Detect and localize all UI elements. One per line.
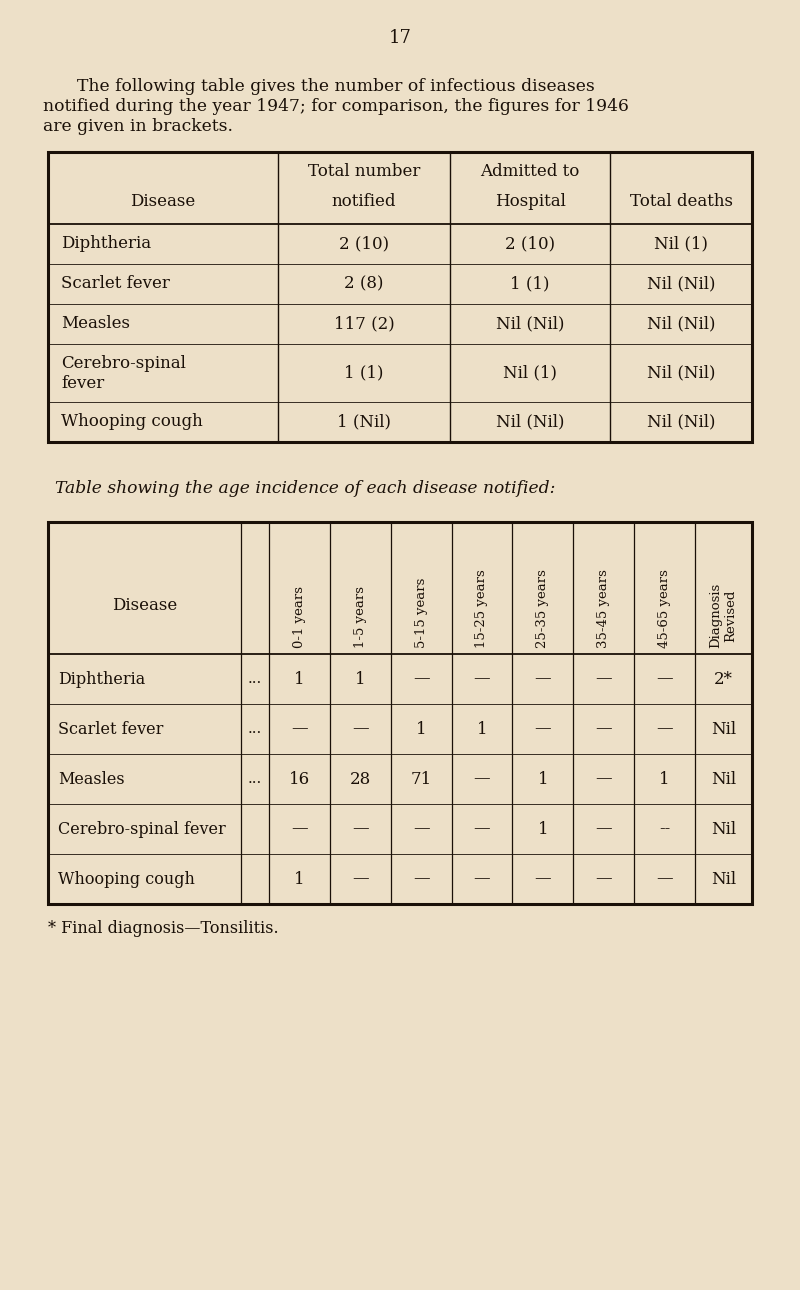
Text: —: — <box>474 671 490 688</box>
Text: 1: 1 <box>538 770 548 787</box>
Text: Nil (Nil): Nil (Nil) <box>646 276 715 293</box>
Text: —: — <box>534 871 551 888</box>
Text: 1 (1): 1 (1) <box>344 365 384 382</box>
Bar <box>48 152 752 442</box>
Text: —: — <box>595 770 612 787</box>
Text: —: — <box>595 671 612 688</box>
Text: notified during the year 1947; for comparison, the figures for 1946: notified during the year 1947; for compa… <box>43 98 629 115</box>
Text: 1: 1 <box>294 671 305 688</box>
Text: —: — <box>291 820 308 837</box>
Text: Nil (Nil): Nil (Nil) <box>496 414 564 431</box>
Text: Measles: Measles <box>58 770 125 787</box>
Text: 15-25 years: 15-25 years <box>475 569 489 648</box>
Text: Measles: Measles <box>61 316 130 333</box>
Text: —: — <box>474 820 490 837</box>
Text: 2 (8): 2 (8) <box>344 276 384 293</box>
Text: Nil: Nil <box>711 820 736 837</box>
Text: Total deaths: Total deaths <box>630 194 733 210</box>
Text: —: — <box>352 820 369 837</box>
Text: 117 (2): 117 (2) <box>334 316 394 333</box>
Text: 1: 1 <box>477 721 487 738</box>
Text: 25-35 years: 25-35 years <box>536 569 550 648</box>
Text: —: — <box>534 671 551 688</box>
Text: are given in brackets.: are given in brackets. <box>43 117 233 135</box>
Text: 71: 71 <box>410 770 432 787</box>
Text: 0-1 years: 0-1 years <box>293 586 306 648</box>
Text: Nil (Nil): Nil (Nil) <box>646 414 715 431</box>
Text: 1: 1 <box>355 671 366 688</box>
Text: 1: 1 <box>538 820 548 837</box>
Text: ...: ... <box>248 771 262 786</box>
Text: —: — <box>352 871 369 888</box>
Text: 1-5 years: 1-5 years <box>354 586 366 648</box>
Text: 1 (1): 1 (1) <box>510 276 550 293</box>
Text: 17: 17 <box>389 28 411 46</box>
Text: —: — <box>413 820 430 837</box>
Text: Admitted to: Admitted to <box>480 164 580 181</box>
Text: Nil (Nil): Nil (Nil) <box>646 365 715 382</box>
Text: 35-45 years: 35-45 years <box>598 569 610 648</box>
Text: Nil (1): Nil (1) <box>503 365 557 382</box>
Text: ...: ... <box>248 672 262 686</box>
Text: Total number: Total number <box>308 164 420 181</box>
Text: * Final diagnosis—Tonsilitis.: * Final diagnosis—Tonsilitis. <box>48 920 278 937</box>
Text: Disease: Disease <box>112 597 177 614</box>
Text: Diphtheria: Diphtheria <box>58 671 146 688</box>
Text: Nil: Nil <box>711 770 736 787</box>
Text: The following table gives the number of infectious diseases: The following table gives the number of … <box>55 77 594 95</box>
Text: —: — <box>595 721 612 738</box>
Text: —: — <box>474 770 490 787</box>
Text: Disease: Disease <box>130 194 196 210</box>
Bar <box>48 522 752 904</box>
Text: Cerebro-spinal fever: Cerebro-spinal fever <box>58 820 226 837</box>
Text: fever: fever <box>61 374 104 391</box>
Text: ...: ... <box>248 722 262 737</box>
Text: Diphtheria: Diphtheria <box>61 236 151 253</box>
Text: —: — <box>413 671 430 688</box>
Text: Whooping cough: Whooping cough <box>58 871 195 888</box>
Text: --: -- <box>659 820 670 837</box>
Text: Table showing the age incidence of each disease notified:: Table showing the age incidence of each … <box>55 480 555 497</box>
Text: Scarlet fever: Scarlet fever <box>61 276 170 293</box>
Text: 28: 28 <box>350 770 371 787</box>
Text: 1 (Nil): 1 (Nil) <box>337 414 391 431</box>
Text: Nil (1): Nil (1) <box>654 236 708 253</box>
Text: —: — <box>352 721 369 738</box>
Text: —: — <box>595 820 612 837</box>
Text: —: — <box>656 871 673 888</box>
Text: —: — <box>413 871 430 888</box>
Text: 1: 1 <box>416 721 426 738</box>
Text: Cerebro-spinal: Cerebro-spinal <box>61 356 186 373</box>
Text: 16: 16 <box>289 770 310 787</box>
Text: 2*: 2* <box>714 671 733 688</box>
Text: 2 (10): 2 (10) <box>505 236 555 253</box>
Text: Whooping cough: Whooping cough <box>61 414 202 431</box>
Text: —: — <box>595 871 612 888</box>
Text: —: — <box>534 721 551 738</box>
Text: Nil (Nil): Nil (Nil) <box>646 316 715 333</box>
Text: 5-15 years: 5-15 years <box>414 578 428 648</box>
Text: Scarlet fever: Scarlet fever <box>58 721 163 738</box>
Text: 1: 1 <box>294 871 305 888</box>
Text: notified: notified <box>332 194 396 210</box>
Text: Nil: Nil <box>711 721 736 738</box>
Text: Diagnosis
Revised: Diagnosis Revised <box>710 583 738 648</box>
Text: Nil: Nil <box>711 871 736 888</box>
Text: —: — <box>656 721 673 738</box>
Text: —: — <box>656 671 673 688</box>
Text: Hospital: Hospital <box>494 194 566 210</box>
Text: 45-65 years: 45-65 years <box>658 569 671 648</box>
Text: 2 (10): 2 (10) <box>339 236 389 253</box>
Text: —: — <box>474 871 490 888</box>
Text: Nil (Nil): Nil (Nil) <box>496 316 564 333</box>
Text: 1: 1 <box>659 770 670 787</box>
Text: —: — <box>291 721 308 738</box>
